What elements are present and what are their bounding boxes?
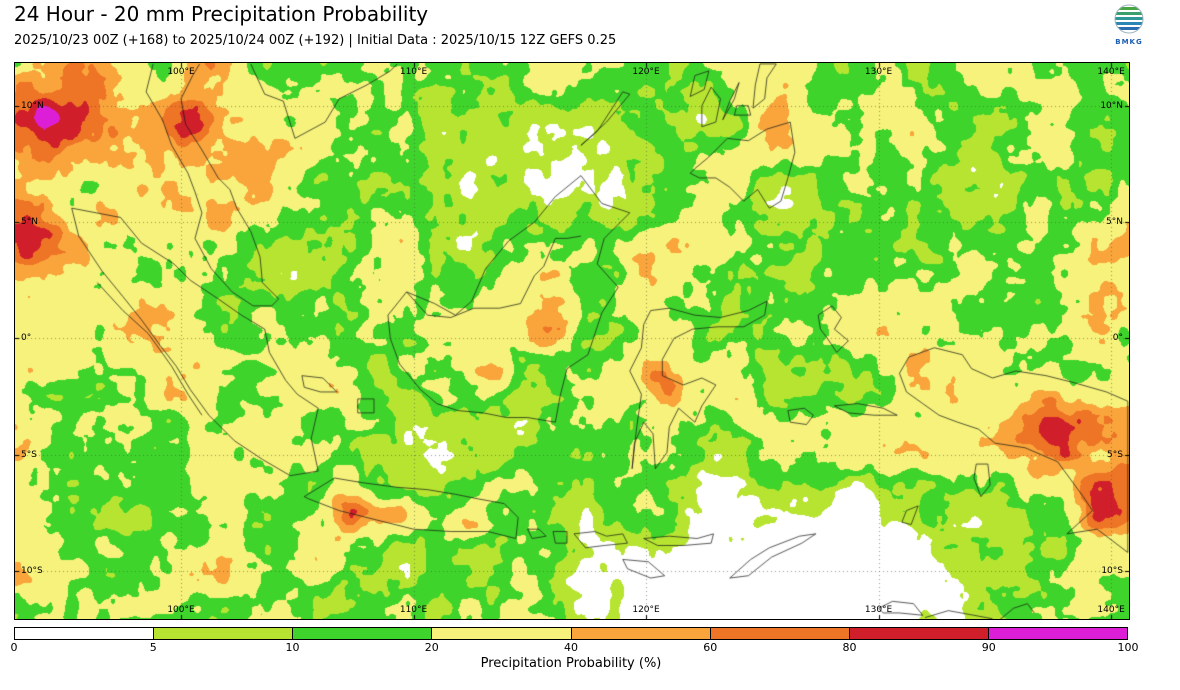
- colorbar-tick-60: 60: [703, 641, 718, 654]
- colorbar-segment-5-10: [154, 628, 294, 639]
- colorbar-tick-40: 40: [564, 641, 578, 654]
- colorbar-tick-100: 100: [1117, 641, 1139, 654]
- colorbar-segment-0-5: [15, 628, 155, 639]
- colorbar-segment-10-20: [293, 628, 433, 639]
- page-title: 24 Hour - 20 mm Precipitation Probabilit…: [14, 2, 429, 26]
- precipitation-probability-map: [15, 63, 1129, 619]
- colorbar-tick-labels: 0 5 10 20 40 60 80 90 100: [10, 641, 1139, 655]
- colorbar-segment-90-100: [988, 628, 1127, 639]
- colorbar-scale: [14, 627, 1128, 640]
- colorbar-segment-80-90: [849, 628, 989, 639]
- forecast-period-subtitle: 2025/10/23 00Z (+168) to 2025/10/24 00Z …: [14, 33, 617, 48]
- colorbar: 0 5 10 20 40 60 80 90 100 Precipitation Probabil…: [10, 627, 1139, 671]
- bmkg-logo-text: BMKG: [1115, 38, 1143, 46]
- colorbar-tick-20: 20: [424, 641, 439, 654]
- colorbar-tick-80: 80: [842, 641, 857, 654]
- colorbar-title: Precipitation Probability (%): [480, 656, 662, 671]
- colorbar-tick-5: 5: [149, 641, 157, 654]
- bmkg-logo-globe-icon: [1114, 4, 1144, 34]
- map-frame: 10°N 10°N 5°N 5°N 0° 0° 5°S 5°S 10°S 10°S 100°E 100…: [14, 62, 1130, 620]
- colorbar-tick-10: 10: [285, 641, 300, 654]
- colorbar-tick-0: 0: [10, 641, 18, 654]
- colorbar-segment-60-80: [710, 628, 850, 639]
- colorbar-tick-90: 90: [981, 641, 996, 654]
- bmkg-logo: BMKG: [1108, 3, 1150, 46]
- colorbar-segment-20-40: [432, 628, 572, 639]
- colorbar-segment-40-60: [571, 628, 711, 639]
